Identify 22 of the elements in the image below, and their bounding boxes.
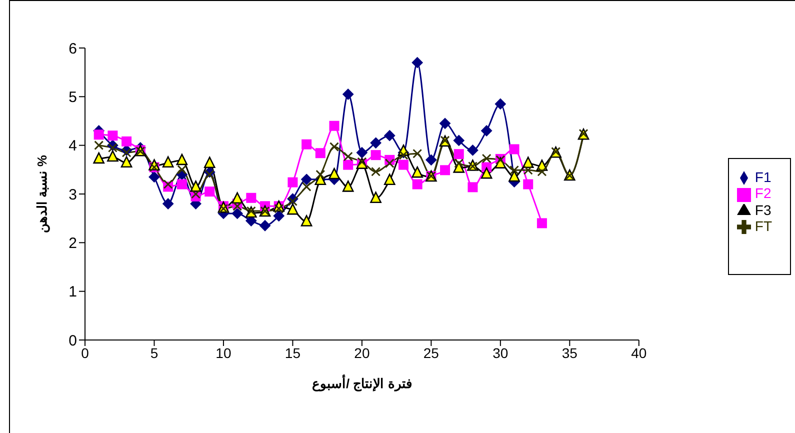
x-tick-label: 10	[216, 344, 232, 361]
y-tick-label: 2	[68, 234, 77, 252]
y-tick-label: 3	[68, 186, 77, 204]
legend-label: F3	[754, 202, 772, 218]
y-tick-label: 5	[68, 88, 77, 106]
x-tick-label: 40	[631, 344, 647, 361]
legend-label: FT	[754, 218, 772, 234]
y-tick-label: 4	[68, 138, 77, 155]
x-tick-label: 25	[423, 344, 440, 361]
y-axis-title: نسبة الدهن %	[34, 154, 51, 233]
x-tick-label: 30	[492, 344, 508, 361]
x-tick-label: 20	[354, 344, 370, 361]
y-tick-label: 1	[68, 284, 77, 301]
y-tick-label: 6	[68, 40, 77, 58]
x-tick-label: 0	[81, 344, 90, 361]
x-tick-label: 5	[150, 344, 158, 361]
legend-label: F1	[754, 168, 772, 185]
x-axis-title: فترة الإنتاج /أسبوع	[312, 375, 412, 392]
legend-label: F2	[754, 185, 772, 202]
x-tick-label: 15	[284, 344, 301, 361]
y-tick-label: 0	[68, 332, 77, 350]
x-tick-label: 35	[562, 344, 578, 361]
